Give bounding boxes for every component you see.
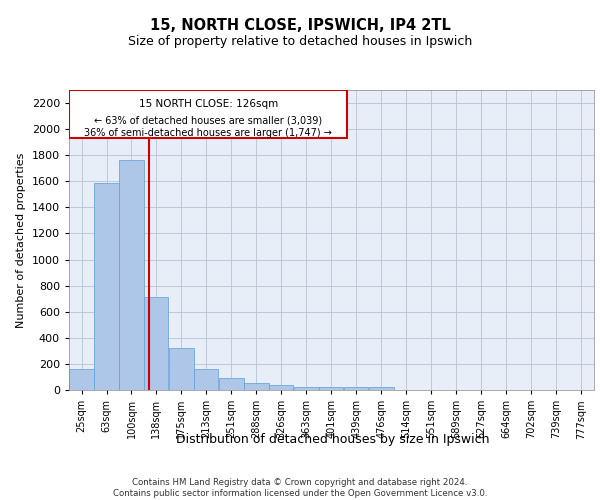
Text: 15, NORTH CLOSE, IPSWICH, IP4 2TL: 15, NORTH CLOSE, IPSWICH, IP4 2TL <box>149 18 451 32</box>
Text: Contains HM Land Registry data © Crown copyright and database right 2024.
Contai: Contains HM Land Registry data © Crown c… <box>113 478 487 498</box>
Bar <box>369 388 394 390</box>
Bar <box>269 386 293 390</box>
Bar <box>219 378 244 390</box>
Bar <box>244 383 269 390</box>
Bar <box>169 348 194 390</box>
Bar <box>69 369 94 390</box>
Bar <box>94 182 119 390</box>
Bar <box>119 160 144 390</box>
Text: 36% of semi-detached houses are larger (1,747) →: 36% of semi-detached houses are larger (… <box>84 128 332 138</box>
Bar <box>344 388 368 390</box>
FancyBboxPatch shape <box>69 90 347 138</box>
Bar <box>145 298 169 390</box>
Bar <box>319 386 343 390</box>
Text: Distribution of detached houses by size in Ipswich: Distribution of detached houses by size … <box>176 432 490 446</box>
Text: ← 63% of detached houses are smaller (3,039): ← 63% of detached houses are smaller (3,… <box>94 115 322 125</box>
Y-axis label: Number of detached properties: Number of detached properties <box>16 152 26 328</box>
Bar <box>294 386 319 390</box>
Bar <box>194 369 218 390</box>
Text: Size of property relative to detached houses in Ipswich: Size of property relative to detached ho… <box>128 35 472 48</box>
Text: 15 NORTH CLOSE: 126sqm: 15 NORTH CLOSE: 126sqm <box>139 98 278 108</box>
